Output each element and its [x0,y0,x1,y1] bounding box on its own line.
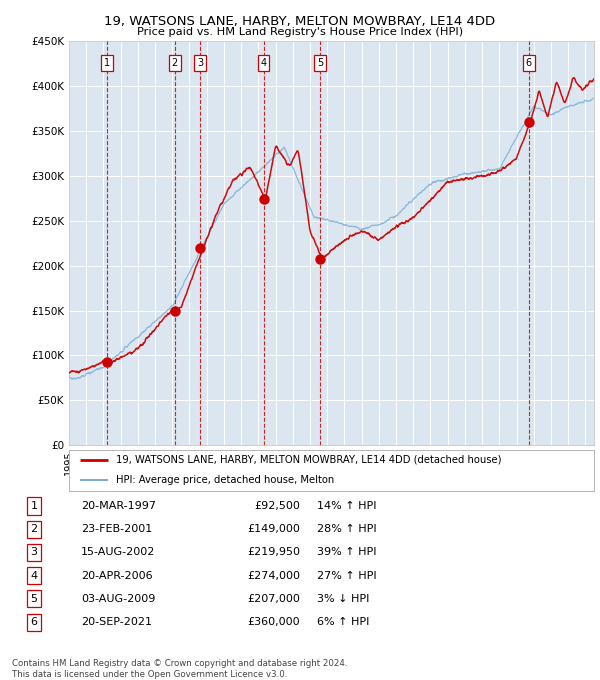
Text: 03-AUG-2009: 03-AUG-2009 [81,594,155,604]
Text: 4: 4 [260,58,266,68]
Text: Price paid vs. HM Land Registry's House Price Index (HPI): Price paid vs. HM Land Registry's House … [137,27,463,37]
Text: 20-APR-2006: 20-APR-2006 [81,571,153,581]
Text: 15-AUG-2002: 15-AUG-2002 [81,547,155,558]
Text: £92,500: £92,500 [254,501,300,511]
Text: 1: 1 [104,58,110,68]
Text: 5: 5 [31,594,37,604]
Text: £219,950: £219,950 [247,547,300,558]
Text: 1: 1 [31,501,37,511]
Text: £360,000: £360,000 [247,617,300,627]
Text: HPI: Average price, detached house, Melton: HPI: Average price, detached house, Melt… [116,475,335,486]
Text: 3: 3 [31,547,37,558]
Text: £207,000: £207,000 [247,594,300,604]
Text: 6: 6 [31,617,37,627]
Text: 27% ↑ HPI: 27% ↑ HPI [317,571,377,581]
Text: £274,000: £274,000 [247,571,300,581]
Text: 2: 2 [172,58,178,68]
Text: 14% ↑ HPI: 14% ↑ HPI [317,501,377,511]
Text: 3: 3 [197,58,203,68]
Text: 20-MAR-1997: 20-MAR-1997 [81,501,156,511]
Text: 2: 2 [31,524,37,534]
Text: 4: 4 [31,571,37,581]
Text: 6: 6 [526,58,532,68]
Text: 3% ↓ HPI: 3% ↓ HPI [317,594,370,604]
Text: 20-SEP-2021: 20-SEP-2021 [81,617,152,627]
Text: 5: 5 [317,58,323,68]
Text: Contains HM Land Registry data © Crown copyright and database right 2024.
This d: Contains HM Land Registry data © Crown c… [12,659,347,679]
Text: 19, WATSONS LANE, HARBY, MELTON MOWBRAY, LE14 4DD (detached house): 19, WATSONS LANE, HARBY, MELTON MOWBRAY,… [116,455,502,465]
Text: 23-FEB-2001: 23-FEB-2001 [81,524,152,534]
Text: 39% ↑ HPI: 39% ↑ HPI [317,547,377,558]
Text: 6% ↑ HPI: 6% ↑ HPI [317,617,370,627]
Text: 19, WATSONS LANE, HARBY, MELTON MOWBRAY, LE14 4DD: 19, WATSONS LANE, HARBY, MELTON MOWBRAY,… [104,15,496,28]
Text: 28% ↑ HPI: 28% ↑ HPI [317,524,377,534]
Text: £149,000: £149,000 [247,524,300,534]
